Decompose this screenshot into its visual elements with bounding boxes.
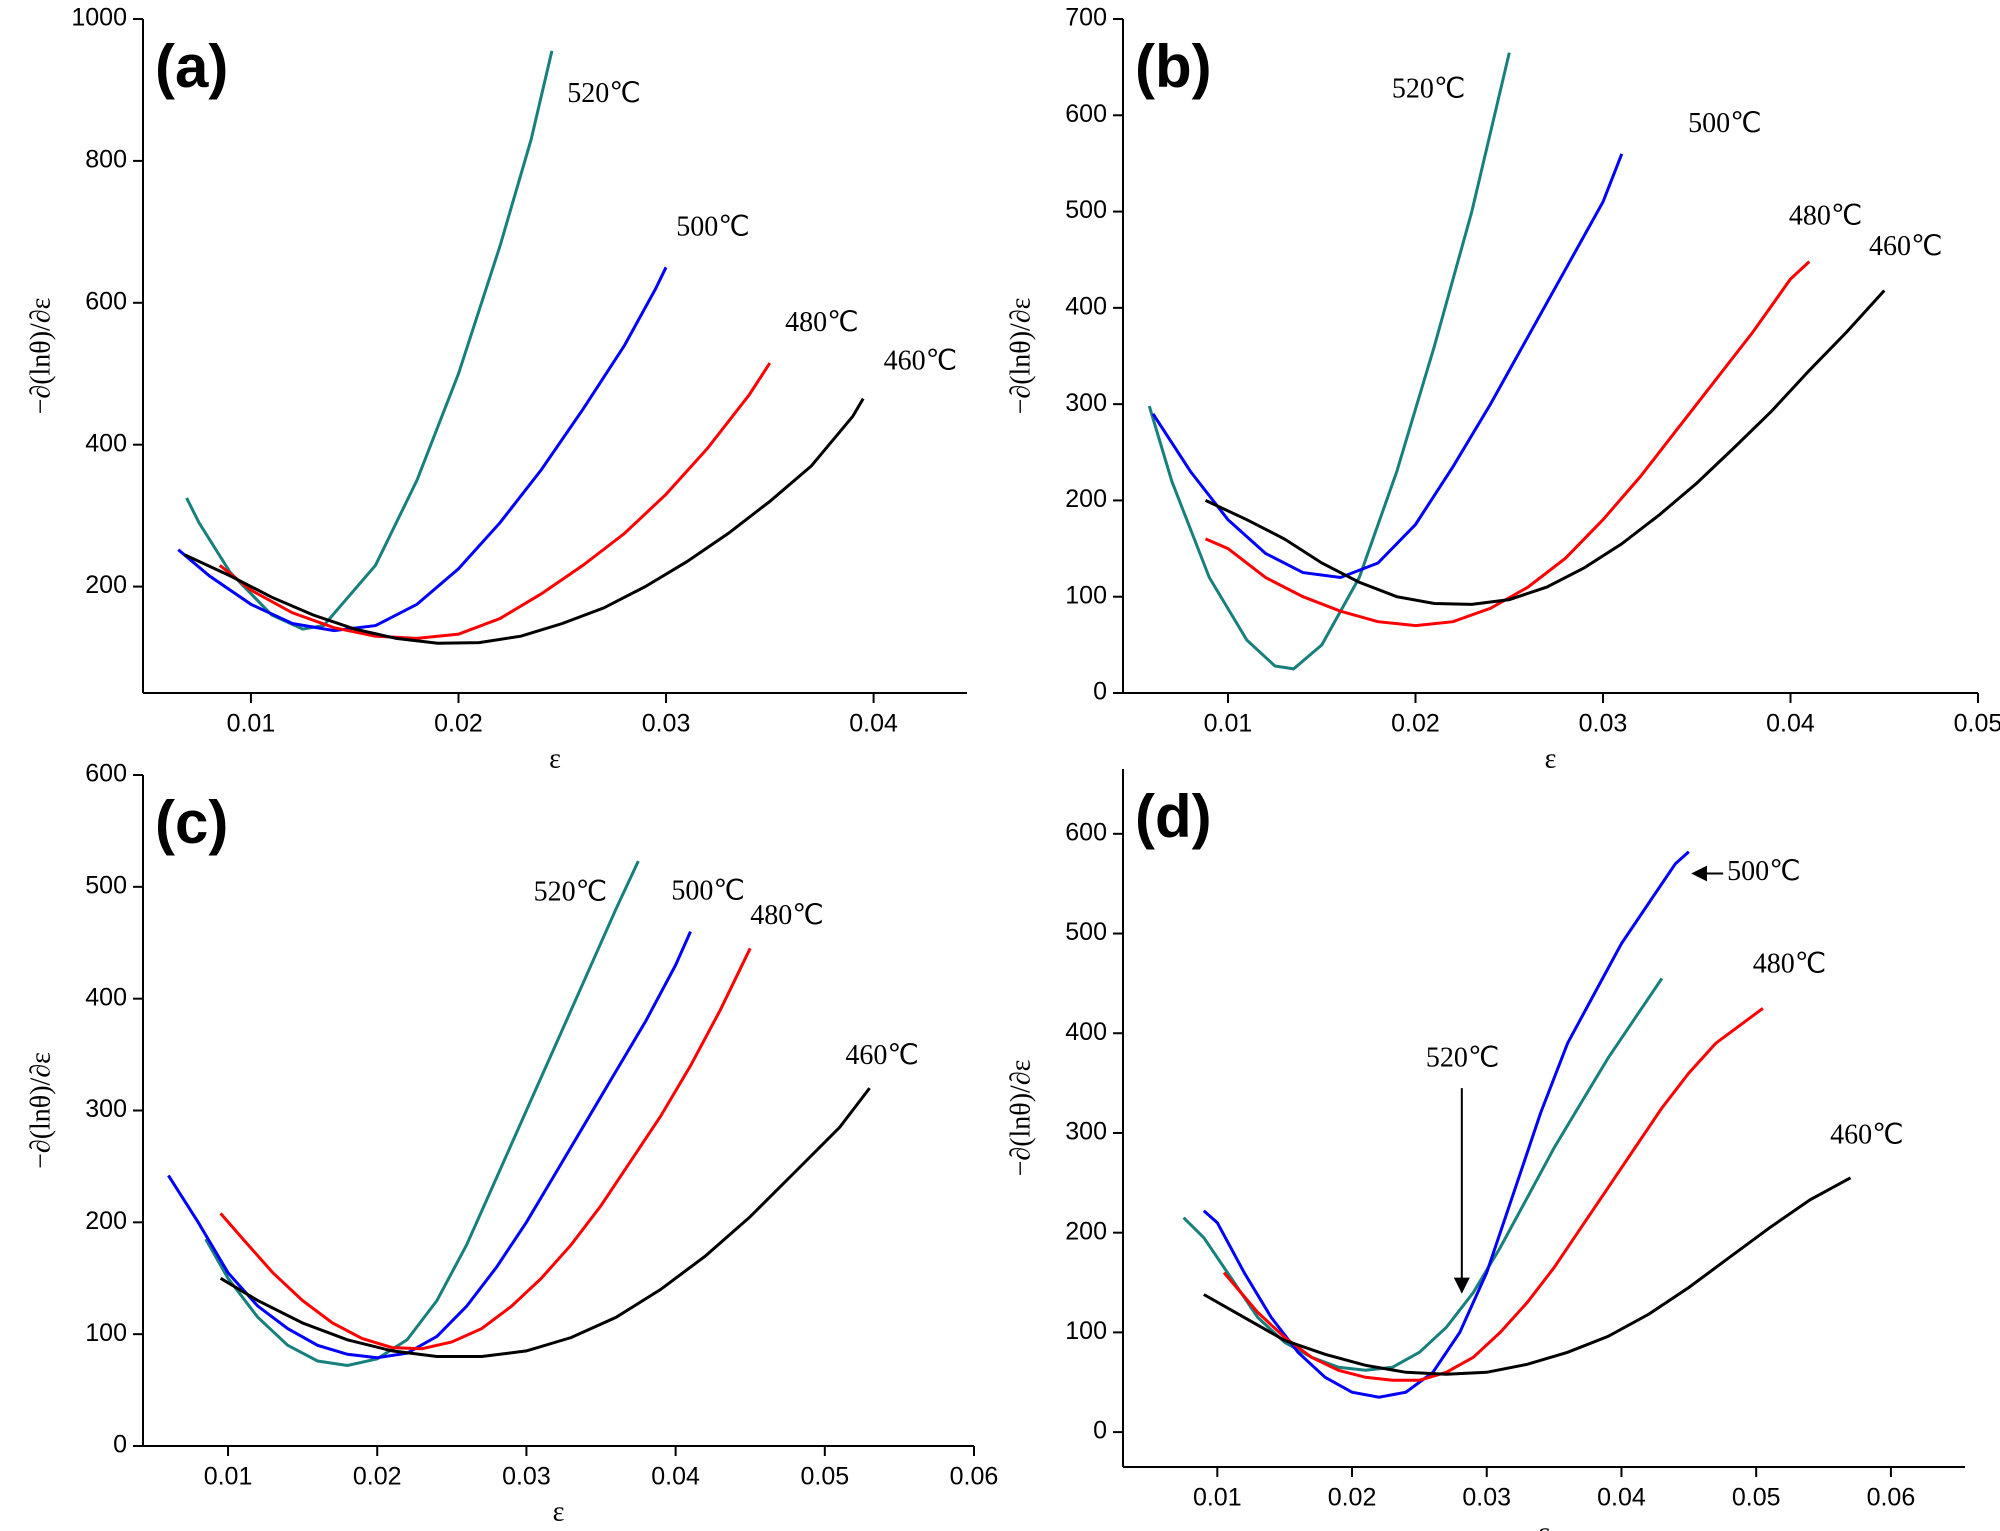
curve <box>204 860 640 1368</box>
y-tick-label: 500 <box>1065 918 1107 946</box>
x-tick-label: 0.02 <box>434 710 483 738</box>
curve-label: 520℃ <box>1392 73 1465 104</box>
y-axis-label: −∂(lnθ)/∂ε <box>25 1052 56 1169</box>
curve <box>219 1087 871 1358</box>
x-tick-label: 0.02 <box>1328 1484 1377 1512</box>
curve-label: 500℃ <box>676 211 749 242</box>
y-tick-label: 600 <box>1065 100 1107 128</box>
curve <box>167 930 692 1360</box>
x-tick-label: 0.02 <box>1391 710 1440 738</box>
curve <box>177 266 668 633</box>
curve-label: 480℃ <box>1753 949 1826 980</box>
curve-label: 500℃ <box>671 876 744 907</box>
panel: 0 100 200 300 400 500 600 0.01 0.02 0.03 0.04 0.05 0… <box>1005 769 1965 1531</box>
x-tick-label: 0.04 <box>1766 710 1815 738</box>
curve-label: 460℃ <box>845 1040 918 1071</box>
panel-label: (c) <box>155 789 228 856</box>
y-axis-label: −∂(lnθ)/∂ε <box>1005 1060 1036 1177</box>
y-tick-label: 0 <box>113 1431 127 1459</box>
curve-label: 500℃ <box>1727 856 1800 887</box>
y-tick-label: 200 <box>1065 1217 1107 1245</box>
y-tick-label: 100 <box>1065 1317 1107 1345</box>
curve <box>1202 850 1690 1399</box>
y-tick-label: 200 <box>85 1207 127 1235</box>
y-axis-label: −∂(lnθ)/∂ε <box>1005 298 1036 415</box>
y-tick-label: 0 <box>1093 1417 1107 1445</box>
curve-label: 500℃ <box>1688 108 1761 139</box>
curve <box>1203 1176 1852 1376</box>
x-tick-label: 0.03 <box>502 1463 551 1491</box>
x-axis-label: ε <box>1545 743 1557 774</box>
y-tick-label: 600 <box>85 760 127 788</box>
curve <box>185 50 554 631</box>
panel-label: (d) <box>1135 783 1212 850</box>
panel: 200 400 600 800 1000 0.01 0.02 0.03 0.04 ε −∂(lnθ)… <box>25 4 967 774</box>
curve-label: 460℃ <box>1869 231 1942 262</box>
y-tick-label: 400 <box>85 983 127 1011</box>
x-tick-label: 0.06 <box>1867 1484 1916 1512</box>
y-tick-label: 200 <box>85 571 127 599</box>
y-tick-label: 600 <box>85 287 127 315</box>
curve <box>1204 289 1886 606</box>
curve-label: 480℃ <box>750 900 823 931</box>
curve-label: 480℃ <box>1789 201 1862 232</box>
y-tick-label: 200 <box>1065 485 1107 513</box>
x-axis-label: ε <box>549 743 561 774</box>
y-tick-label: 100 <box>1065 581 1107 609</box>
panel-label: (b) <box>1135 33 1212 100</box>
curve <box>1182 977 1664 1372</box>
x-tick-label: 0.04 <box>1597 1484 1646 1512</box>
curve <box>1147 52 1511 671</box>
x-tick-label: 0.05 <box>1732 1484 1781 1512</box>
x-tick-label: 0.04 <box>651 1463 700 1491</box>
y-tick-label: 300 <box>85 1095 127 1123</box>
curve-label: 520℃ <box>534 877 607 908</box>
y-tick-label: 400 <box>1065 292 1107 320</box>
x-tick-label: 0.01 <box>204 1463 253 1491</box>
x-axis-label: ε <box>553 1496 565 1527</box>
x-tick-label: 0.02 <box>353 1463 402 1491</box>
y-tick-label: 500 <box>85 871 127 899</box>
x-tick-label: 0.01 <box>1193 1484 1242 1512</box>
curve-label: 480℃ <box>785 307 858 338</box>
x-tick-label: 0.03 <box>1462 1484 1511 1512</box>
x-axis-label: ε <box>1538 1517 1550 1531</box>
x-tick-label: 0.03 <box>1579 710 1628 738</box>
y-tick-label: 1000 <box>71 4 127 32</box>
x-tick-label: 0.01 <box>1204 710 1253 738</box>
panel: 0 100 200 300 400 500 600 0.01 0.02 0.03 0.04 0.05 0… <box>25 760 998 1528</box>
curve <box>1151 153 1624 580</box>
y-tick-label: 400 <box>85 429 127 457</box>
curve-label: 460℃ <box>884 345 957 376</box>
curve <box>218 362 772 640</box>
x-tick-label: 0.05 <box>1954 710 2000 738</box>
curve-label: 520℃ <box>1426 1042 1499 1073</box>
y-tick-label: 600 <box>1065 818 1107 846</box>
x-tick-label: 0.03 <box>642 710 691 738</box>
x-tick-label: 0.04 <box>849 710 898 738</box>
curve <box>219 947 752 1351</box>
y-tick-label: 300 <box>1065 1118 1107 1146</box>
x-tick-label: 0.05 <box>800 1463 849 1491</box>
y-tick-label: 700 <box>1065 4 1107 32</box>
curve <box>183 397 865 645</box>
y-tick-label: 500 <box>1065 196 1107 224</box>
y-tick-label: 800 <box>85 146 127 174</box>
curve <box>1222 1007 1764 1382</box>
panel: 0 100 200 300 400 500 600 700 0.01 0.02 0.03 0.04 0.… <box>1005 4 2000 775</box>
x-tick-label: 0.06 <box>950 1463 999 1491</box>
curve <box>1204 260 1811 628</box>
panel-label: (a) <box>155 33 228 100</box>
y-axis-label: −∂(lnθ)/∂ε <box>25 298 56 415</box>
x-tick-label: 0.01 <box>227 710 276 738</box>
y-tick-label: 0 <box>1093 678 1107 706</box>
y-tick-label: 400 <box>1065 1018 1107 1046</box>
curve-label: 520℃ <box>567 78 640 109</box>
curve-label: 460℃ <box>1830 1119 1903 1150</box>
y-tick-label: 100 <box>85 1319 127 1347</box>
y-tick-label: 300 <box>1065 389 1107 417</box>
